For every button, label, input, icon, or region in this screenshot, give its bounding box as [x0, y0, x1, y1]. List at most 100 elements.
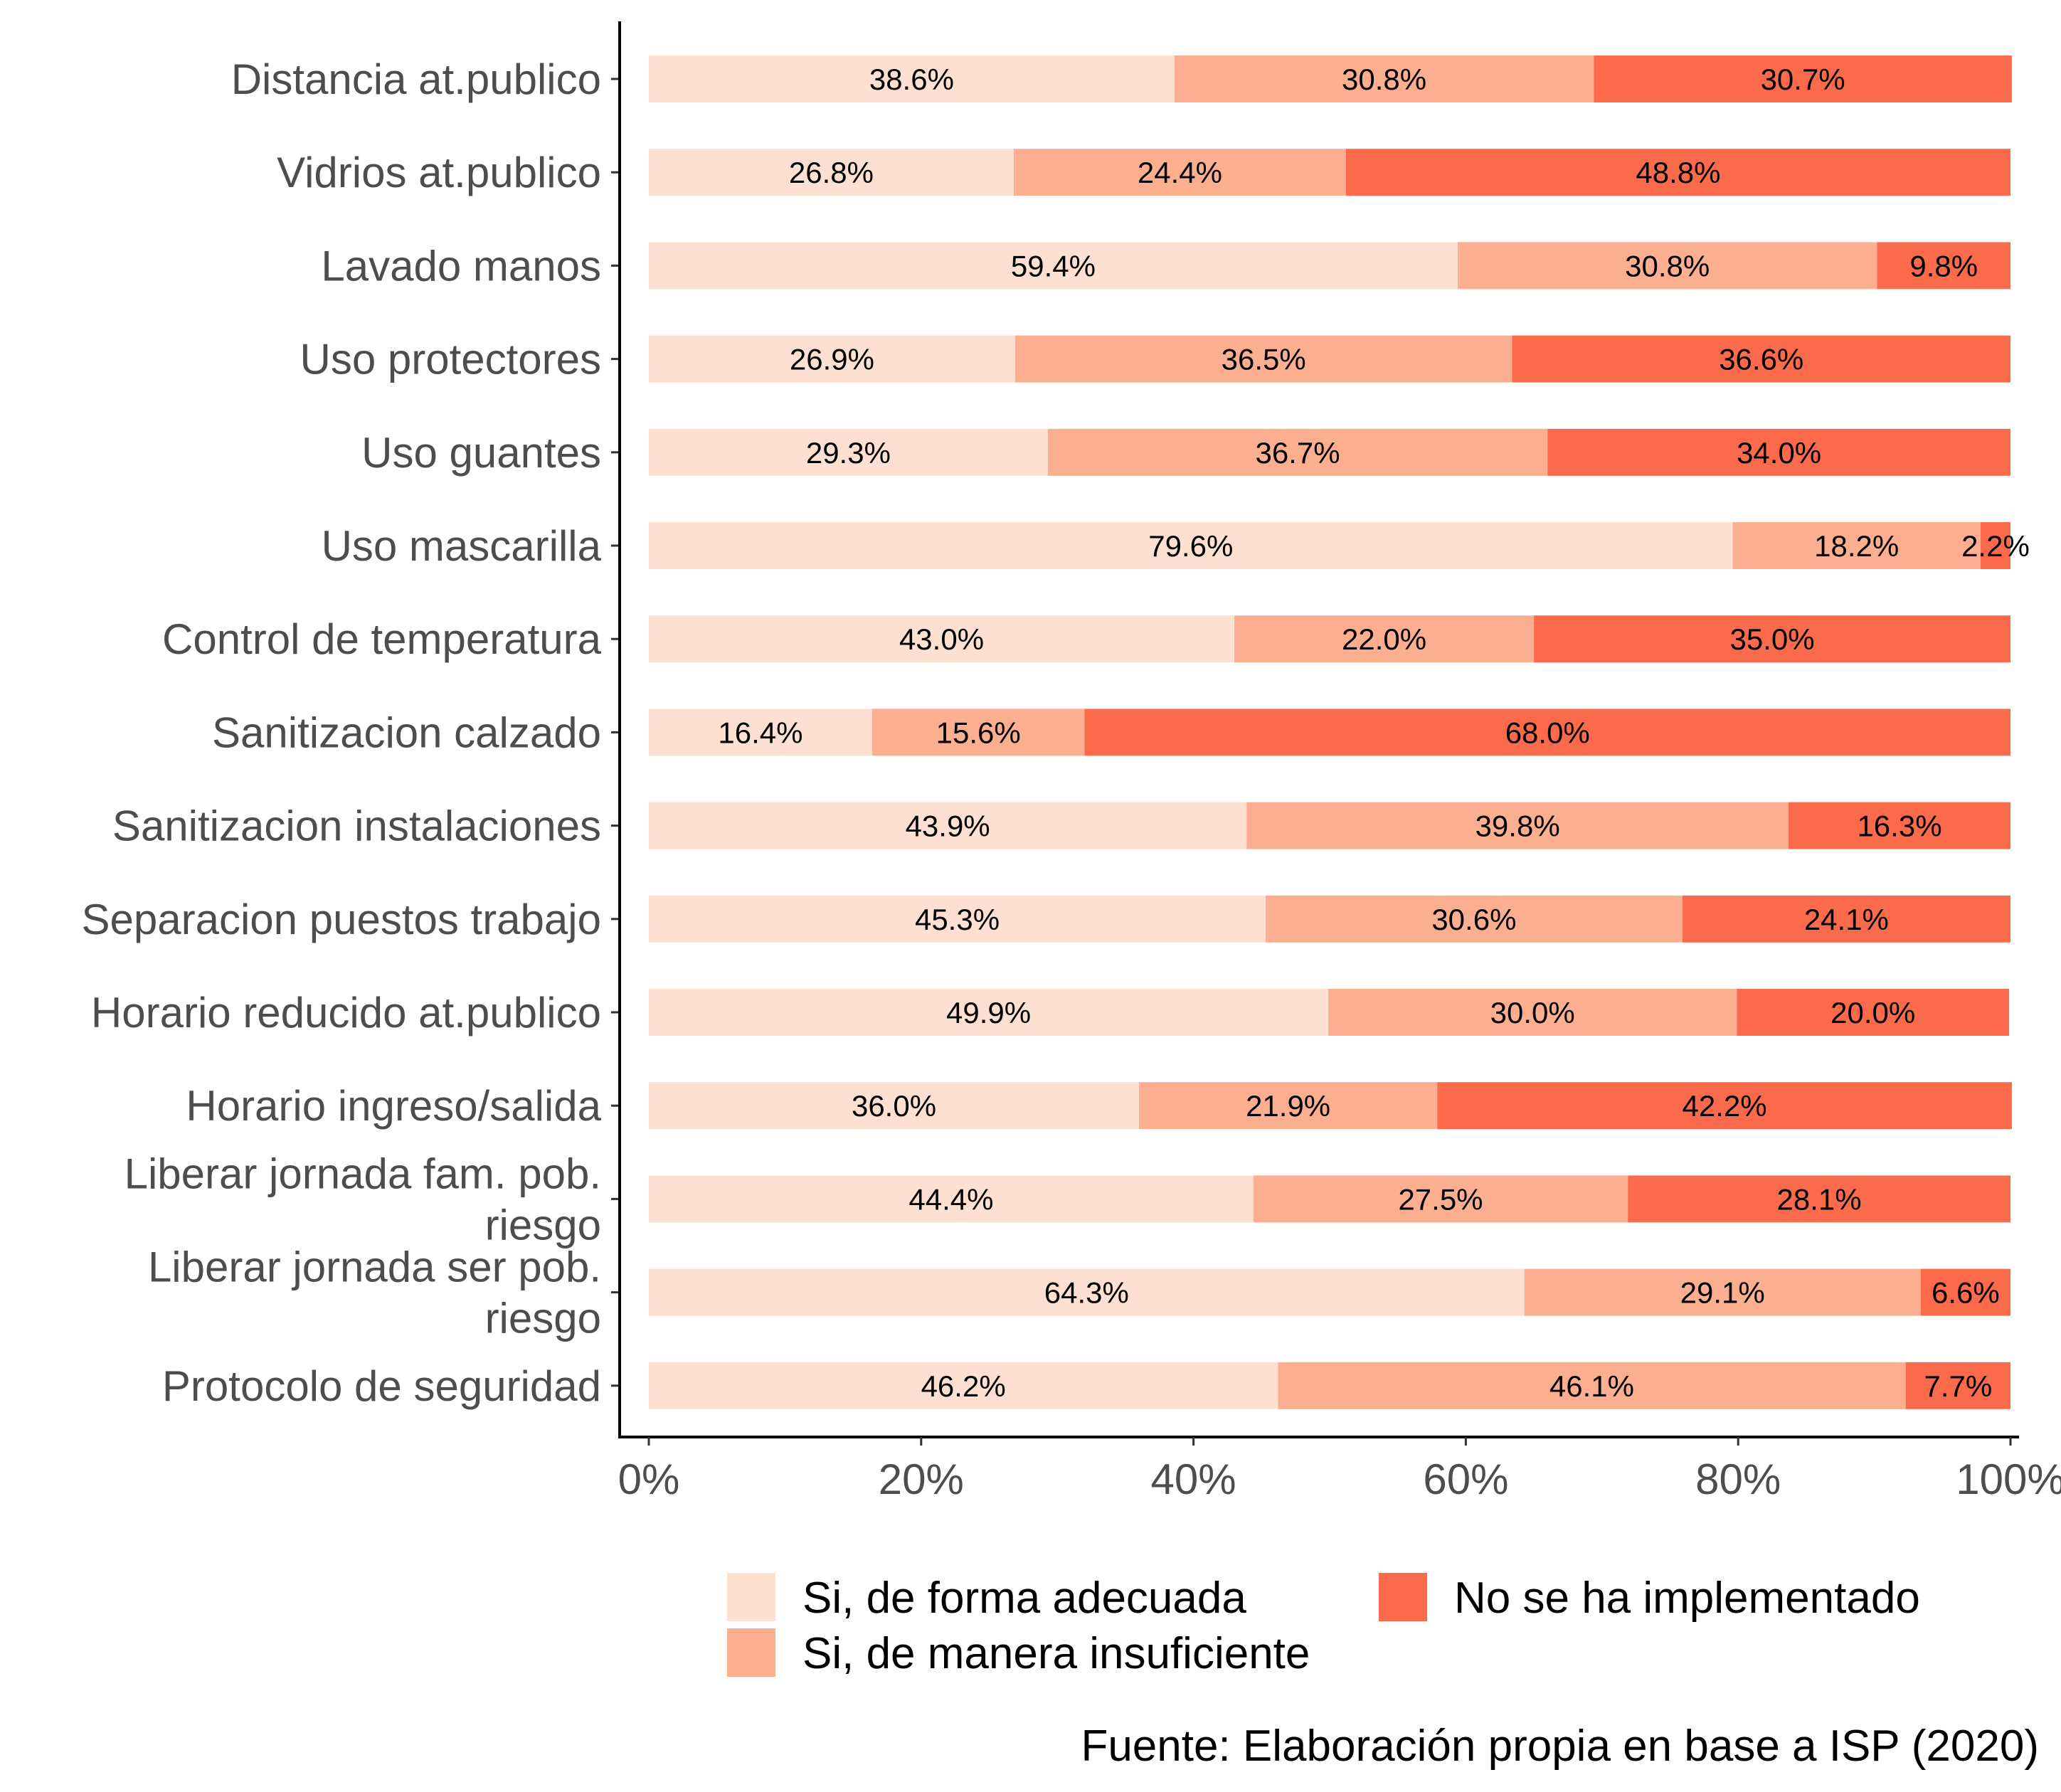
bar-segment — [649, 615, 1235, 663]
bar-value-label: 38.6% — [869, 63, 954, 96]
bar-value-label: 29.1% — [1680, 1276, 1765, 1310]
bar-segment — [1789, 802, 2010, 849]
category-label: Uso mascarilla — [322, 522, 602, 570]
category-label: Horario reducido at.publico — [91, 989, 601, 1037]
x-tick-label: 60% — [1423, 1456, 1508, 1503]
bar-segment — [1084, 709, 2010, 756]
bar-segment — [1524, 1268, 1921, 1316]
x-tick-label: 20% — [879, 1456, 964, 1503]
category-label: Liberar jornada ser pob. riesgo — [148, 1244, 601, 1342]
bar-segment — [1877, 242, 2010, 290]
bar-value-label: 44.4% — [908, 1182, 993, 1216]
bar-segment — [1266, 895, 1683, 943]
category-label: Control de temperatura — [162, 615, 602, 663]
bar-segment — [1328, 989, 1737, 1036]
bar-value-label: 49.9% — [946, 996, 1031, 1029]
bar-value-label: 26.8% — [789, 156, 874, 189]
bar-segment — [649, 149, 1014, 196]
bar-segment — [1174, 55, 1594, 102]
category-label: Liberar jornada fam. pob. riesgo — [124, 1150, 601, 1248]
bar-value-label: 20.0% — [1830, 996, 1915, 1029]
bar-segment — [649, 1082, 1140, 1130]
bar-segment — [649, 709, 872, 756]
bar-segment — [1457, 242, 1877, 290]
bar-segment — [1234, 615, 1535, 663]
legend-key — [1379, 1573, 1427, 1621]
bar-value-label: 30.6% — [1431, 903, 1516, 936]
bar-segment — [1246, 802, 1789, 849]
bar-value-label: 46.1% — [1549, 1369, 1634, 1403]
bar-value-label: 34.0% — [1737, 436, 1821, 470]
bar-value-label: 6.6% — [1932, 1276, 2000, 1310]
bar-segment — [1628, 1175, 2010, 1223]
bars — [649, 55, 2012, 1409]
bar-segment — [649, 802, 1247, 849]
category-label: Distancia at.publico — [231, 55, 601, 103]
bar-value-label: 2.2% — [1961, 529, 2030, 563]
bar-value-label: 30.0% — [1490, 996, 1575, 1029]
bar-value-labels: 38.6% 30.8% 30.7% 26.8% 24.4% 48.8% 59.4% 30.8%… — [718, 63, 2029, 1403]
bar-value-label: 68.0% — [1505, 716, 1590, 749]
bar-segment — [1682, 895, 2010, 943]
bar-value-label: 18.2% — [1814, 529, 1899, 563]
category-label: Lavado manos — [321, 242, 601, 290]
bar-segment — [649, 522, 1733, 569]
bar-value-label: 26.9% — [790, 343, 874, 376]
category-label: Protocolo de seguridad — [162, 1362, 601, 1410]
bar-segment — [1737, 989, 2010, 1036]
bar-value-label: 15.6% — [936, 716, 1021, 749]
bar-value-label: 21.9% — [1246, 1089, 1330, 1123]
bar-value-label: 22.0% — [1342, 622, 1426, 656]
bar-value-label: 28.1% — [1777, 1182, 1862, 1216]
bar-value-label: 43.9% — [906, 810, 990, 843]
bar-value-label: 59.4% — [1011, 249, 1096, 282]
bar-value-label: 16.4% — [718, 716, 802, 749]
bar-segment — [1534, 615, 2010, 663]
bar-segment — [649, 1362, 1278, 1409]
x-tick-label: 40% — [1151, 1456, 1236, 1503]
bar-segment — [1732, 522, 1981, 569]
bar-segment — [649, 55, 1175, 102]
bar-value-label: 24.4% — [1138, 156, 1222, 189]
category-label: Sanitizacion instalaciones — [112, 802, 601, 850]
bar-value-label: 43.0% — [899, 622, 984, 656]
legend: Si, de forma adecuada Si, de manera insuf… — [727, 1573, 1920, 1678]
category-labels: Distancia at.publico Vidrios at.publico La… — [82, 55, 602, 1410]
bar-value-label: 7.7% — [1924, 1369, 1992, 1403]
bar-value-label: 16.3% — [1857, 810, 1941, 843]
bar-value-label: 46.2% — [921, 1369, 1006, 1403]
bar-segment — [1547, 428, 2010, 476]
bar-value-label: 29.3% — [806, 436, 891, 470]
axes: 0% 20% 40% 60% 80% 100% — [611, 21, 2061, 1503]
bar-segment — [1047, 428, 1548, 476]
legend-label: No se ha implementado — [1454, 1574, 1920, 1623]
bar-value-label: 36.5% — [1222, 343, 1306, 376]
bar-value-label: 35.0% — [1730, 622, 1815, 656]
bar-segment — [1139, 1082, 1438, 1130]
bar-segment — [1345, 149, 2010, 196]
bar-value-label: 9.8% — [1909, 249, 1978, 282]
bar-value-label: 36.0% — [852, 1089, 936, 1123]
category-label: Uso protectores — [300, 336, 601, 383]
bar-value-label: 39.8% — [1475, 810, 1560, 843]
bar-segment — [871, 709, 1085, 756]
bar-segment — [1253, 1175, 1628, 1223]
bar-value-label: 30.7% — [1761, 63, 1845, 96]
bar-segment — [649, 989, 1329, 1036]
bar-segment — [649, 335, 1015, 383]
bar-value-label: 24.1% — [1804, 903, 1889, 936]
bar-value-label: 45.3% — [915, 903, 1000, 936]
bar-segment — [649, 1268, 1525, 1316]
bar-segment — [649, 895, 1266, 943]
bar-value-label: 48.8% — [1636, 156, 1720, 189]
category-label: Vidrios at.publico — [277, 149, 601, 196]
legend-label: Si, de manera insuficiente — [802, 1629, 1310, 1678]
bar-segment — [1437, 1082, 2012, 1130]
bar-segment — [1980, 522, 2010, 569]
bar-value-label: 64.3% — [1044, 1276, 1129, 1310]
category-label: Separacion puestos trabajo — [82, 896, 602, 943]
category-label: Sanitizacion calzado — [212, 709, 601, 756]
legend-key — [727, 1628, 775, 1677]
bar-value-label: 36.7% — [1255, 436, 1340, 470]
